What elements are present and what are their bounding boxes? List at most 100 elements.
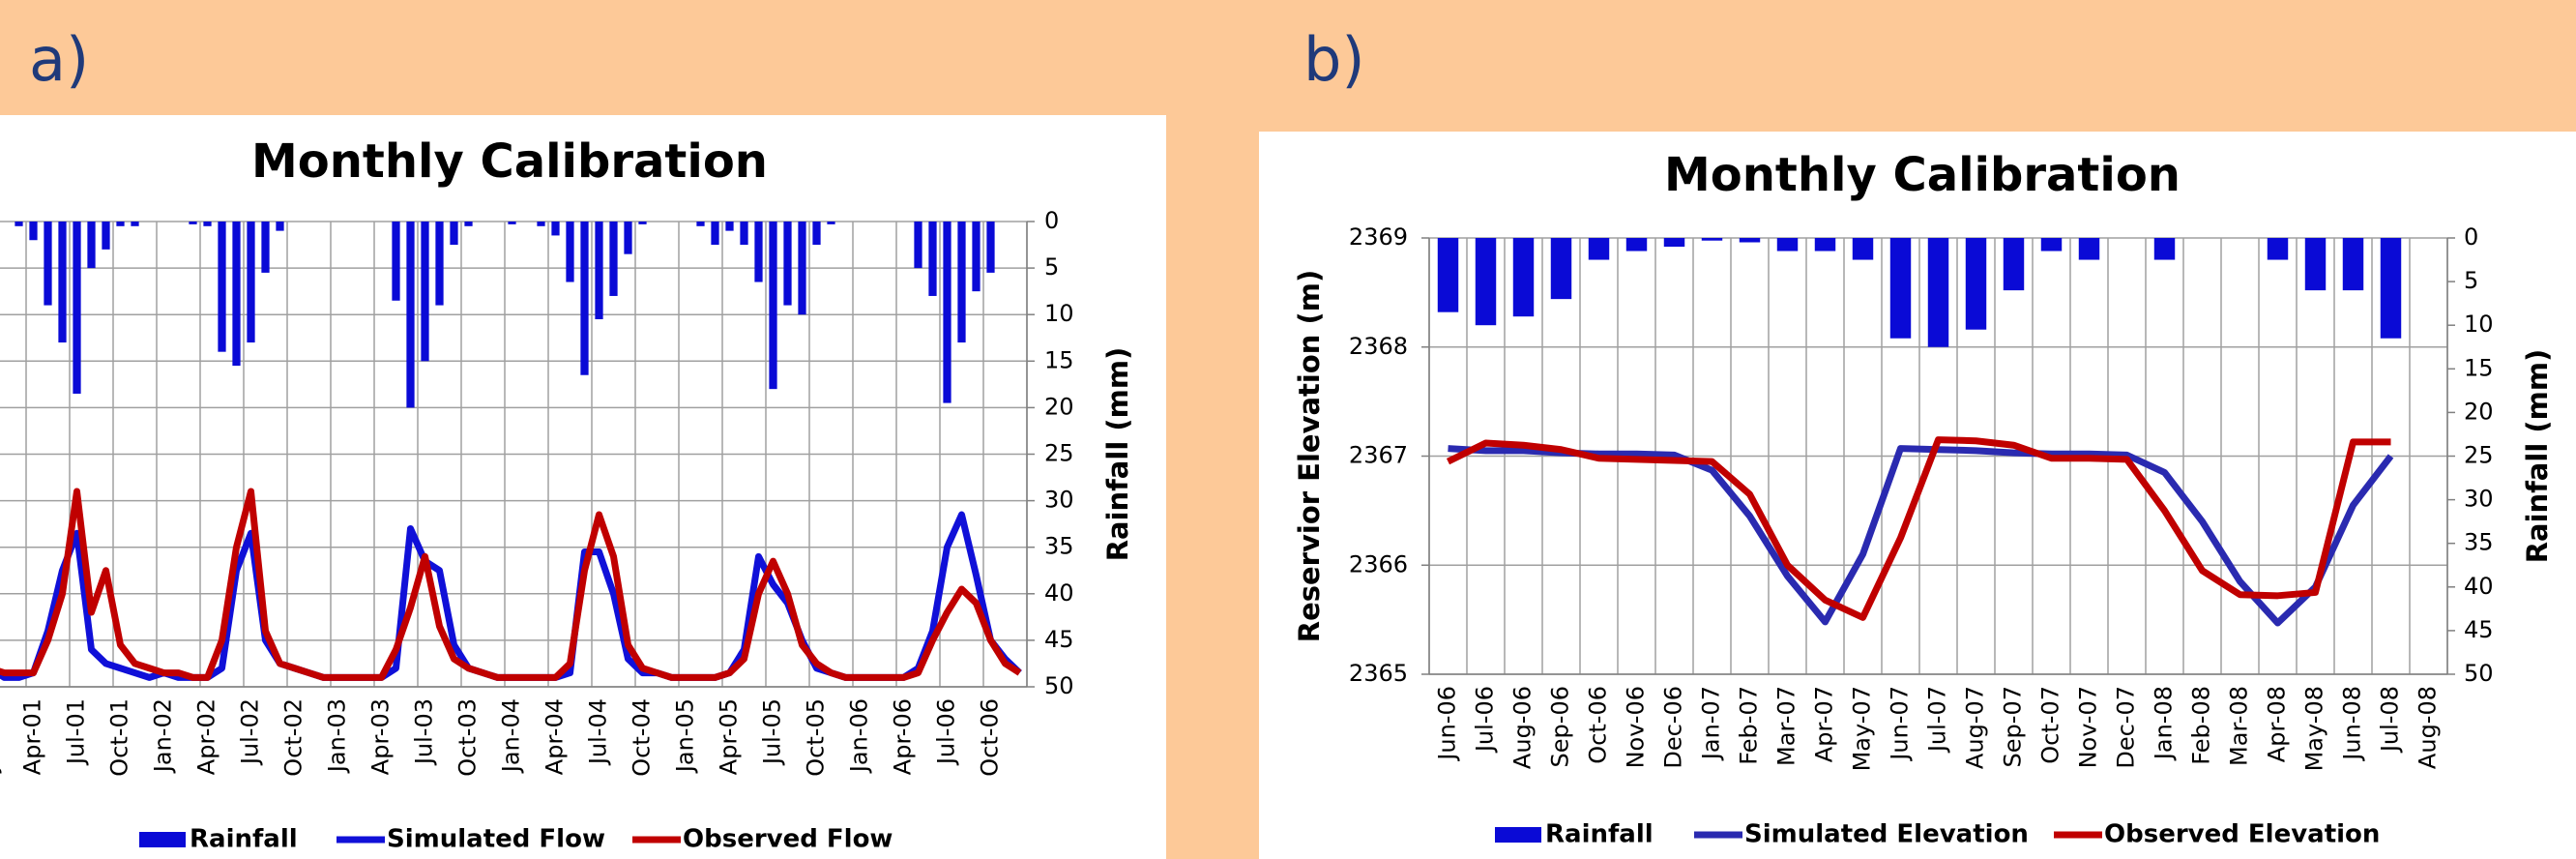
bar <box>218 222 226 352</box>
bar <box>2304 238 2327 291</box>
y2-tick-label: 40 <box>2464 573 2494 600</box>
x-tick-label: Jan-02 <box>150 698 177 774</box>
x-tick-label: Apr-01 <box>19 698 46 775</box>
bar <box>798 222 806 315</box>
line <box>1448 445 2394 627</box>
bar <box>102 222 110 250</box>
x-tick-label: Jul-02 <box>237 698 264 766</box>
x-tick-label: Jun-08 <box>2339 686 2366 762</box>
bar <box>566 222 574 282</box>
bar <box>986 222 995 273</box>
x-tick-label: Aug-08 <box>2415 686 2442 769</box>
panel-label: b) <box>1303 24 1365 95</box>
x-tick-label: Jul-07 <box>1924 686 1951 754</box>
x-tick-label: Mar-07 <box>1773 686 1800 766</box>
bar <box>957 222 966 343</box>
y2-tick-label: 20 <box>2464 398 2494 425</box>
bar <box>232 222 241 367</box>
chart-title: Monthly Calibration <box>251 134 768 189</box>
x-tick-label: Apr-06 <box>890 698 917 775</box>
bar <box>827 222 835 224</box>
x-tick-label: Oct-07 <box>2037 686 2064 764</box>
y-tick-label: 2365 <box>1349 660 1408 687</box>
x-tick-label: May-07 <box>1849 686 1876 771</box>
bar <box>1852 238 1874 260</box>
x-tick-label: Apr-07 <box>1811 686 1838 762</box>
x-tick-label: Nov-06 <box>1623 686 1650 768</box>
y2-tick-label: 0 <box>2464 223 2478 251</box>
x-tick-label: Jul-06 <box>933 698 960 766</box>
bar <box>116 222 125 226</box>
x-tick-label: Jul-04 <box>585 698 612 766</box>
bar <box>609 222 618 296</box>
y2-tick-label: 30 <box>2464 486 2494 513</box>
bar <box>914 222 922 269</box>
bar <box>450 222 458 246</box>
x-tick-label: Jan-08 <box>2151 686 2178 761</box>
x-tick-label: Oct-01 <box>106 698 133 777</box>
x-tick-label: Jul-03 <box>411 698 438 766</box>
bar <box>1550 238 1572 300</box>
bar <box>2342 238 2364 291</box>
x-tick-label: Jul-08 <box>2377 686 2404 754</box>
y2-tick-label: 45 <box>2464 616 2494 643</box>
y2-tick-label: 5 <box>2464 267 2478 294</box>
bar <box>1437 238 1459 312</box>
bar <box>29 222 38 241</box>
bar <box>1965 238 1987 330</box>
y2-tick-label: 20 <box>1044 393 1074 420</box>
bar <box>406 222 415 408</box>
y2-tick-label: 35 <box>1044 533 1074 560</box>
x-tick-label: Feb-08 <box>2188 686 2215 765</box>
x-tick-label: Aug-07 <box>1962 686 1989 769</box>
panel-label: a) <box>29 24 89 95</box>
x-tick-label: Jan-06 <box>846 698 873 774</box>
x-tick-label: Jan-04 <box>498 698 525 774</box>
bar <box>1927 238 1949 347</box>
bar <box>1625 238 1648 252</box>
x-tick-label: Sep-07 <box>2000 686 2027 767</box>
legend-label: Rainfall <box>190 825 298 854</box>
bar <box>1701 238 1723 241</box>
bar <box>2380 238 2402 339</box>
y2-axis-title: Rainfall (mm) <box>2521 349 2554 564</box>
y-tick-label: 2368 <box>1349 333 1408 360</box>
y2-tick-label: 50 <box>1044 672 1074 699</box>
x-tick-label: Apr-08 <box>2264 686 2291 762</box>
bar <box>711 222 719 246</box>
bar <box>595 222 603 320</box>
bar <box>421 222 429 362</box>
bar <box>131 222 139 226</box>
legend-label: Simulated Flow <box>387 825 605 854</box>
bar <box>537 222 545 226</box>
x-tick-label: Jan-03 <box>324 698 351 774</box>
y2-tick-label: 10 <box>2464 311 2494 338</box>
bar <box>392 222 400 301</box>
bar <box>551 222 560 236</box>
bar <box>1588 238 1610 260</box>
bar <box>435 222 444 306</box>
x-tick-label: Nov-07 <box>2075 686 2102 768</box>
x-tick-label: Jan-07 <box>1698 686 1725 761</box>
bar <box>1814 238 1836 252</box>
bar <box>508 222 516 224</box>
bar <box>638 222 647 224</box>
chart-title: Monthly Calibration <box>1664 148 2181 202</box>
x-tick-label: Jan-01 <box>0 698 3 774</box>
bar <box>1889 238 1912 339</box>
bar <box>15 222 23 226</box>
bar <box>2267 238 2289 260</box>
x-tick-label: Oct-03 <box>454 698 482 777</box>
bar <box>754 222 763 282</box>
bar <box>87 222 96 269</box>
legend-label: Rainfall <box>1545 820 1654 849</box>
line <box>1446 436 2391 621</box>
x-tick-label: Apr-03 <box>367 698 395 775</box>
bar <box>203 222 212 226</box>
y-tick-label: 2367 <box>1349 442 1408 469</box>
bar <box>624 222 632 254</box>
bar <box>1512 238 1535 317</box>
bar <box>1475 238 1497 326</box>
legend-label: Simulated Elevation <box>1744 820 2029 849</box>
